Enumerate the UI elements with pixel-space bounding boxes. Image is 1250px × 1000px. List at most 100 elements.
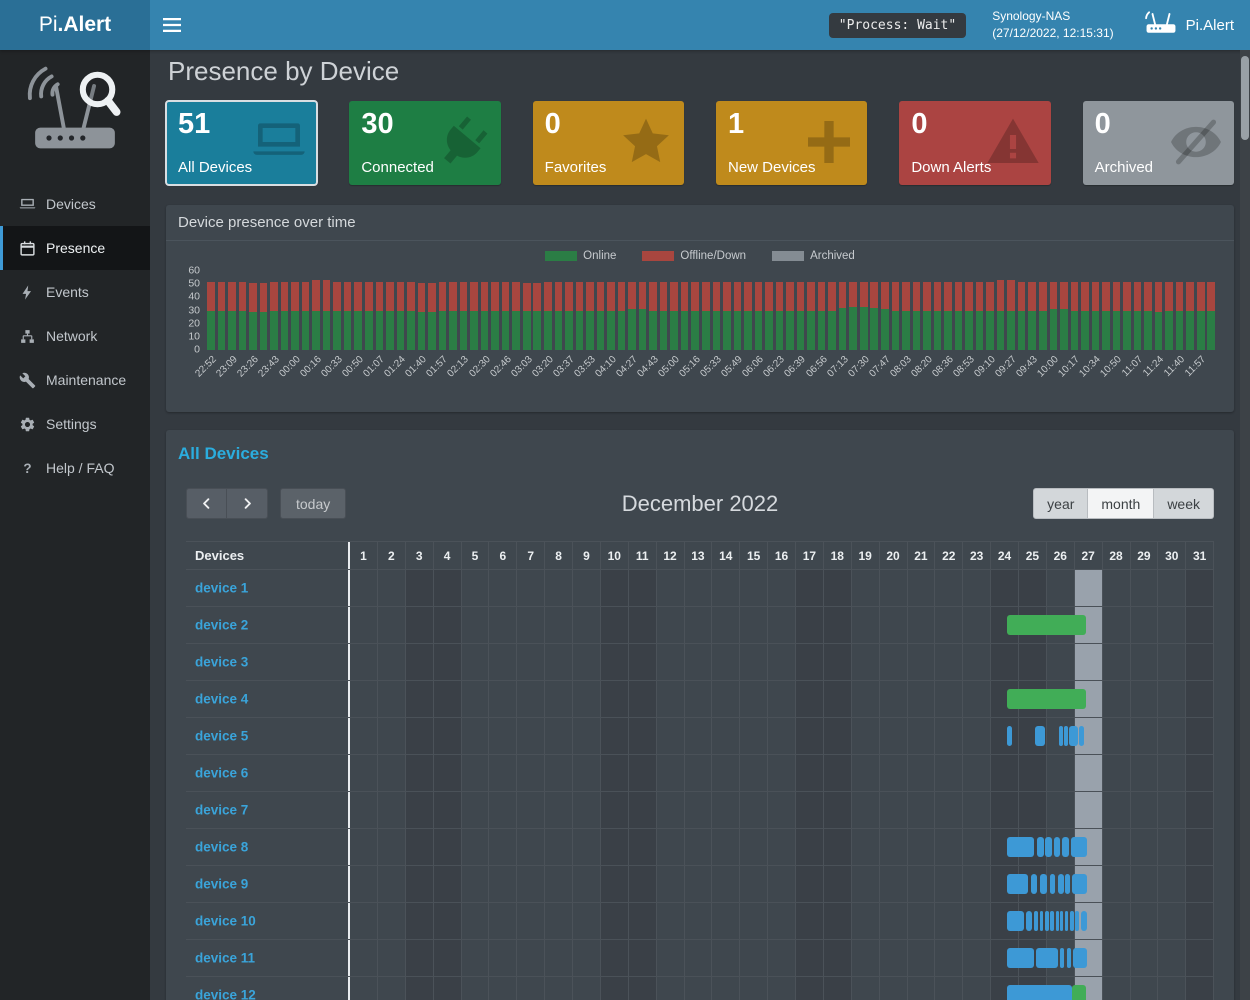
stat-card-label: Archived [1094, 159, 1153, 176]
chart-bar-online [723, 310, 731, 350]
y-axis-label: 10 [188, 330, 200, 343]
chart-bar-online [459, 310, 468, 350]
device-link-device-11[interactable]: device 11 [195, 950, 256, 966]
calendar-prev-button[interactable] [186, 488, 227, 519]
sidebar-item-presence[interactable]: Presence [0, 226, 150, 270]
chart-bar-online [786, 310, 794, 350]
chart-bar-online [1007, 310, 1015, 350]
stat-card-new-devices[interactable]: 1 New Devices [715, 101, 868, 185]
chart-bar-offline [291, 281, 299, 311]
chart-legend: Online Offline/Down Archived [166, 249, 1234, 263]
chart-bar-offline [1154, 281, 1163, 312]
x-axis-label: 05:49 [719, 354, 746, 380]
day-header-8: 8 [545, 542, 573, 569]
main-content: Presence by Device 51 All Devices 30 Connec… [150, 50, 1250, 1000]
svg-text:?: ? [23, 460, 31, 475]
device-link-device-6[interactable]: device 6 [195, 765, 249, 781]
device-row-device-6: device 6 [186, 755, 1214, 792]
chart-bar-online [301, 310, 310, 350]
legend-item-archived: Archived [772, 250, 855, 262]
presence-bar [1050, 911, 1055, 931]
presence-bar [1007, 726, 1013, 746]
presence-bar [1081, 911, 1087, 931]
calendar-view-switcher: year month week [1033, 488, 1214, 519]
device-link-device-12[interactable]: device 12 [195, 987, 256, 1000]
host-info: Synology-NAS (27/12/2022, 12:15:31) [992, 8, 1113, 43]
calendar-next-button[interactable] [227, 488, 268, 519]
presence-bar [1007, 911, 1025, 931]
chart-bar-offline [649, 281, 657, 311]
chart-bar-offline [723, 281, 731, 311]
x-axis-label: 08:20 [909, 354, 935, 380]
chart-bar-offline [1123, 281, 1131, 311]
calendar-today-button[interactable]: today [280, 488, 347, 519]
stat-card-down-alerts[interactable]: 0 Down Alerts [899, 101, 1051, 185]
y-axis-label: 30 [188, 303, 200, 316]
chart-bar-offline [364, 281, 373, 311]
device-row-device-7: device 7 [186, 792, 1214, 829]
sidebar-item-events[interactable]: Events [0, 270, 150, 314]
device-link-device-8[interactable]: device 8 [195, 839, 249, 855]
page-title: Presence by Device [168, 56, 400, 86]
stat-card-label: New Devices [727, 159, 816, 176]
device-link-device-4[interactable]: device 4 [195, 691, 249, 707]
stat-card-archived[interactable]: 0 Archived [1082, 101, 1234, 185]
chart-bar-offline [544, 281, 552, 311]
host-datetime: (27/12/2022, 12:15:31) [992, 26, 1114, 40]
presence-bar [1007, 874, 1029, 894]
device-link-device-10[interactable]: device 10 [195, 913, 256, 929]
stat-card-all-devices[interactable]: 51 All Devices [164, 100, 319, 186]
presence-bar [1007, 948, 1034, 968]
chart-bar-online [817, 310, 826, 350]
chart-bar-online [954, 310, 963, 350]
day-column-2 [378, 570, 406, 1000]
device-link-device-2[interactable]: device 2 [195, 617, 249, 633]
sidebar-item-network[interactable]: Network [0, 314, 150, 358]
day-column-7 [517, 570, 546, 1000]
sidebar-item-devices[interactable]: Devices [0, 182, 150, 226]
chart-bar-offline [575, 281, 584, 311]
calendar-grid [348, 570, 1215, 1000]
sidebar-item-maintenance[interactable]: Maintenance [0, 358, 150, 402]
sidebar-item-settings[interactable]: Settings [0, 402, 150, 446]
chart-bar-online [1144, 310, 1152, 350]
device-link-device-5[interactable]: device 5 [195, 728, 249, 744]
view-month-button[interactable]: month [1088, 488, 1155, 519]
chart-bar-offline [1017, 281, 1026, 311]
stat-card-label: Down Alerts [911, 159, 992, 176]
view-week-button[interactable]: week [1154, 488, 1214, 519]
device-link-device-7[interactable]: device 7 [195, 802, 249, 818]
stat-card-connected[interactable]: 30 Connected [349, 101, 501, 185]
brand-logo[interactable]: Pi .Alert [0, 0, 150, 50]
chart-bar-offline [881, 281, 889, 310]
chart-bar-online [407, 310, 415, 350]
stat-card-favorites[interactable]: 0 Favorites [532, 101, 684, 185]
scrollbar-track[interactable] [1240, 50, 1250, 1000]
chart-bar-online [659, 310, 668, 350]
chart-bar-offline [565, 281, 573, 311]
day-column-23 [963, 570, 992, 1000]
x-axis-label: 06:23 [761, 354, 788, 380]
scrollbar-thumb[interactable] [1241, 56, 1249, 140]
device-timeline [348, 903, 1214, 939]
day-header-22: 22 [935, 542, 964, 569]
x-axis-label: 02:46 [487, 354, 514, 380]
chart-bar-offline [754, 281, 763, 311]
chart-bar-offline [470, 281, 478, 311]
sidebar-item-help-faq[interactable]: ? Help / FAQ [0, 446, 150, 490]
device-link-device-9[interactable]: device 9 [195, 876, 249, 892]
chart-bar-offline [1060, 281, 1068, 310]
presence-bar [1007, 837, 1034, 857]
chart-bar-offline [891, 281, 900, 311]
hamburger-menu-icon[interactable] [150, 0, 194, 50]
laptop-icon [251, 114, 307, 170]
chart-bar-online [1049, 309, 1058, 350]
chart-bar-offline [1081, 281, 1089, 311]
device-timeline [348, 755, 1214, 791]
chart-bar-offline [1038, 281, 1047, 311]
device-link-device-1[interactable]: device 1 [195, 580, 249, 596]
x-axis-label: 10:34 [1077, 354, 1104, 380]
view-year-button[interactable]: year [1033, 488, 1089, 519]
device-link-device-3[interactable]: device 3 [195, 654, 249, 670]
chart-bar-online [228, 310, 236, 350]
